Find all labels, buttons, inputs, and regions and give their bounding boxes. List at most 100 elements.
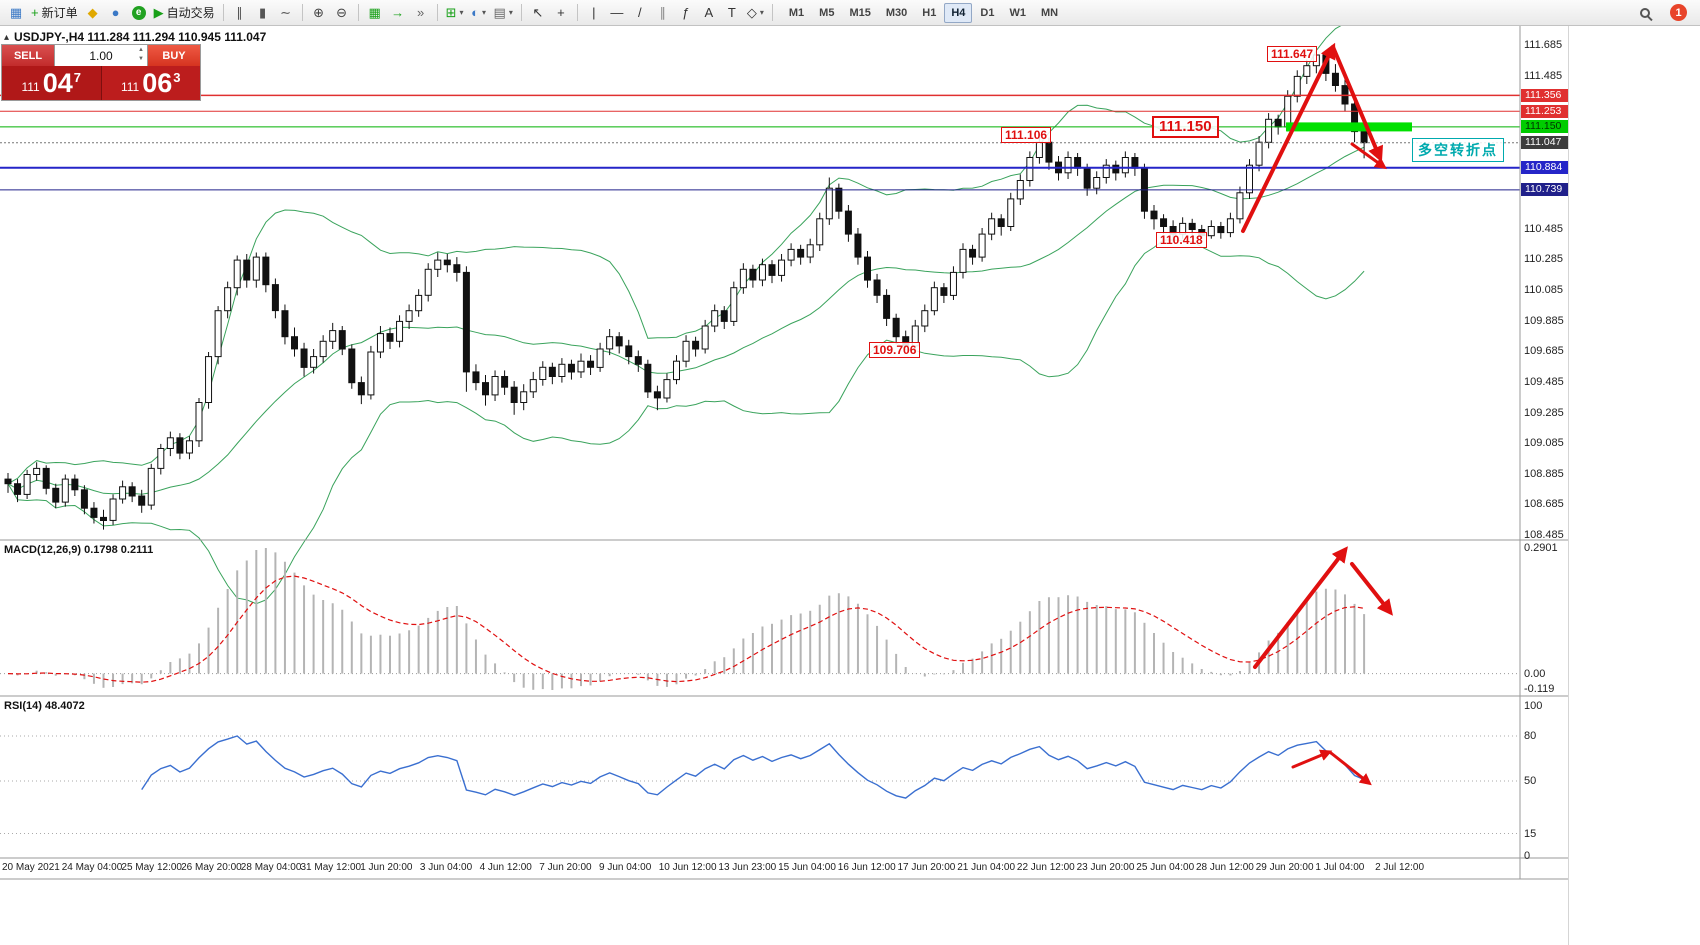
timeframe-w1[interactable]: W1 [1009,6,1026,19]
rsi-axis-tick: 15 [1524,827,1537,840]
sell-price-sup: 7 [73,70,82,85]
price-callout-110418: 110.418 [1156,232,1207,248]
time-axis-label: 16 Jun 12:00 [837,862,896,873]
line-chart-icon[interactable]: ∼ [275,2,297,24]
bars-chart-icon[interactable]: ∥ [229,2,251,24]
sell-button[interactable]: SELL [2,45,54,66]
time-axis-label: 25 May 12:00 [121,862,182,873]
timeframe-d1[interactable]: D1 [980,6,995,19]
time-axis-label: 9 Jun 04:00 [599,862,652,873]
time-axis-label: 21 Jun 04:00 [957,862,1016,873]
buy-button[interactable]: BUY [148,45,200,66]
vertical-line-tool-icon: | [592,5,596,20]
volume-spinner[interactable]: ▲ ▼ [138,46,144,64]
timeframe-m1[interactable]: M1 [788,6,805,19]
auto-trading-button[interactable]: ▶ 自动交易 [151,2,218,24]
rsi-indicator-label: RSI(14) 48.4072 [4,700,85,712]
line-chart-icon-glyph: ∼ [280,4,292,20]
trendline-tool[interactable]: / [629,2,651,24]
horizontal-line-tool[interactable]: — [606,2,628,24]
toolbar-separator [436,4,438,21]
crosshair-tool[interactable]: + [550,2,572,24]
macd-axis-tick: 0.2901 [1524,542,1558,554]
chart-shift-icon[interactable]: » [410,2,432,24]
label-tool[interactable]: T [721,2,743,24]
timeframe-mn[interactable]: MN [1040,6,1059,19]
charts-window-icon-glyph: ▦ [9,4,23,20]
cursor-tool[interactable]: ↖ [527,2,549,24]
spin-up-icon[interactable]: ▲ [138,47,144,53]
main-toolbar: ▦ + 新订单 ◆ ● e ▶ 自动交易 ∥ ▮ ∼ ⊕ ⊖ ▦ →» ⊞ ▾ ◐ ▾ ▤ ▾ ↖ + | — / ∥ ƒ A T ◇ ▾ M… [0,0,1700,26]
candlestick-chart-icon[interactable]: ▮ [252,2,274,24]
spin-down-icon[interactable]: ▼ [138,56,144,62]
time-axis-label: 17 Jun 20:00 [897,862,956,873]
time-axis-label: 1 Jun 20:00 [360,862,413,873]
price-axis-tick: 108.885 [1524,467,1564,480]
zoom-in-icon[interactable]: ⊕ [308,2,330,24]
timeframe-m30[interactable]: M30 [885,6,908,19]
shapes-button[interactable]: ◇ ▾ [744,2,767,24]
search-icon [1640,7,1650,18]
zoom-out-icon[interactable]: ⊖ [331,2,353,24]
timeframe-h1[interactable]: H1 [922,6,937,19]
auto-scroll-icon-glyph: → [391,5,405,20]
auto-scroll-icon[interactable]: → [387,2,409,24]
community-icon[interactable]: e [128,2,150,24]
price-axis-badge: 111.253 [1521,104,1568,118]
channel-tool[interactable]: ∥ [652,2,674,24]
timeframe-m5[interactable]: M5 [819,6,835,19]
timeframe-h4[interactable]: H4 [944,2,973,23]
price-axis-tick: 109.085 [1524,437,1564,450]
volume-input[interactable]: 1.00 ▲ ▼ [54,45,148,66]
auto-trading-button-icon: ▶ [153,4,164,20]
new-order-button[interactable]: + 新订单 [28,2,81,24]
one-click-collapse-icon[interactable]: ▴ [4,31,10,43]
vertical-line-tool[interactable]: | [583,2,605,24]
toolbar-separator [576,4,578,21]
search-button[interactable] [1634,2,1656,24]
price-axis-tick: 109.885 [1524,314,1564,327]
time-axis-label: 28 Jun 12:00 [1196,862,1254,873]
tile-windows-icon-glyph: ▦ [368,4,381,20]
rsi-axis-tick: 100 [1524,700,1543,712]
price-axis-badge: 111.047 [1521,136,1568,150]
time-axis-label: 24 May 04:00 [61,862,123,873]
rsi-axis-tick: 80 [1524,730,1537,742]
price-axis-tick: 110.485 [1524,222,1563,235]
text-tool-icon: A [704,5,714,20]
chart-window: ▴ USDJPY-,H4 111.284 111.294 110.945 111… [0,26,1568,880]
text-tool[interactable]: A [698,2,720,24]
volume-value: 1.00 [89,48,113,63]
new-order-button-label: 新订单 [41,6,78,20]
metaeditor-icon[interactable]: ◆ [82,2,104,24]
new-chart-button[interactable]: ⊞ ▾ [443,2,467,24]
time-axis-label: 13 Jun 23:00 [718,862,777,873]
market-watch-icon[interactable]: ● [105,2,127,24]
toolbar-right: 1 [1634,2,1695,24]
sell-price-display[interactable]: 111 04 7 [2,66,101,100]
time-axis-label: 20 May 2021 [2,862,60,873]
profiles-button-icon: ◐ [471,5,479,20]
tile-windows-icon[interactable]: ▦ [364,2,386,24]
charts-window-icon[interactable]: ▦ [5,2,27,24]
community-icon-glyph: e [131,5,146,20]
time-axis-label: 10 Jun 12:00 [658,862,717,873]
chart-canvas[interactable] [0,26,1568,880]
fibonacci-tool[interactable]: ƒ [675,2,697,24]
indicators-button[interactable]: ▤ ▾ [491,2,516,24]
buy-price-prefix: 111 [120,80,140,94]
timeframe-m15[interactable]: M15 [849,6,871,19]
sell-price-prefix: 111 [21,80,40,94]
buy-price-display[interactable]: 111 06 3 [100,66,200,100]
label-tool-icon: T [727,5,736,20]
channel-tool-icon: ∥ [659,4,667,20]
chevron-down-icon: ▾ [759,8,764,17]
profiles-button[interactable]: ◐ ▾ [468,2,490,24]
indicators-button-icon: ▤ [493,4,506,20]
chevron-down-icon: ▾ [459,8,464,17]
toolbar-separator [357,4,359,21]
price-axis-tick: 108.685 [1524,498,1564,511]
notification-badge[interactable]: 1 [1670,4,1687,21]
price-axis-tick: 111.485 [1524,69,1563,82]
toolbar-separator [771,4,773,21]
